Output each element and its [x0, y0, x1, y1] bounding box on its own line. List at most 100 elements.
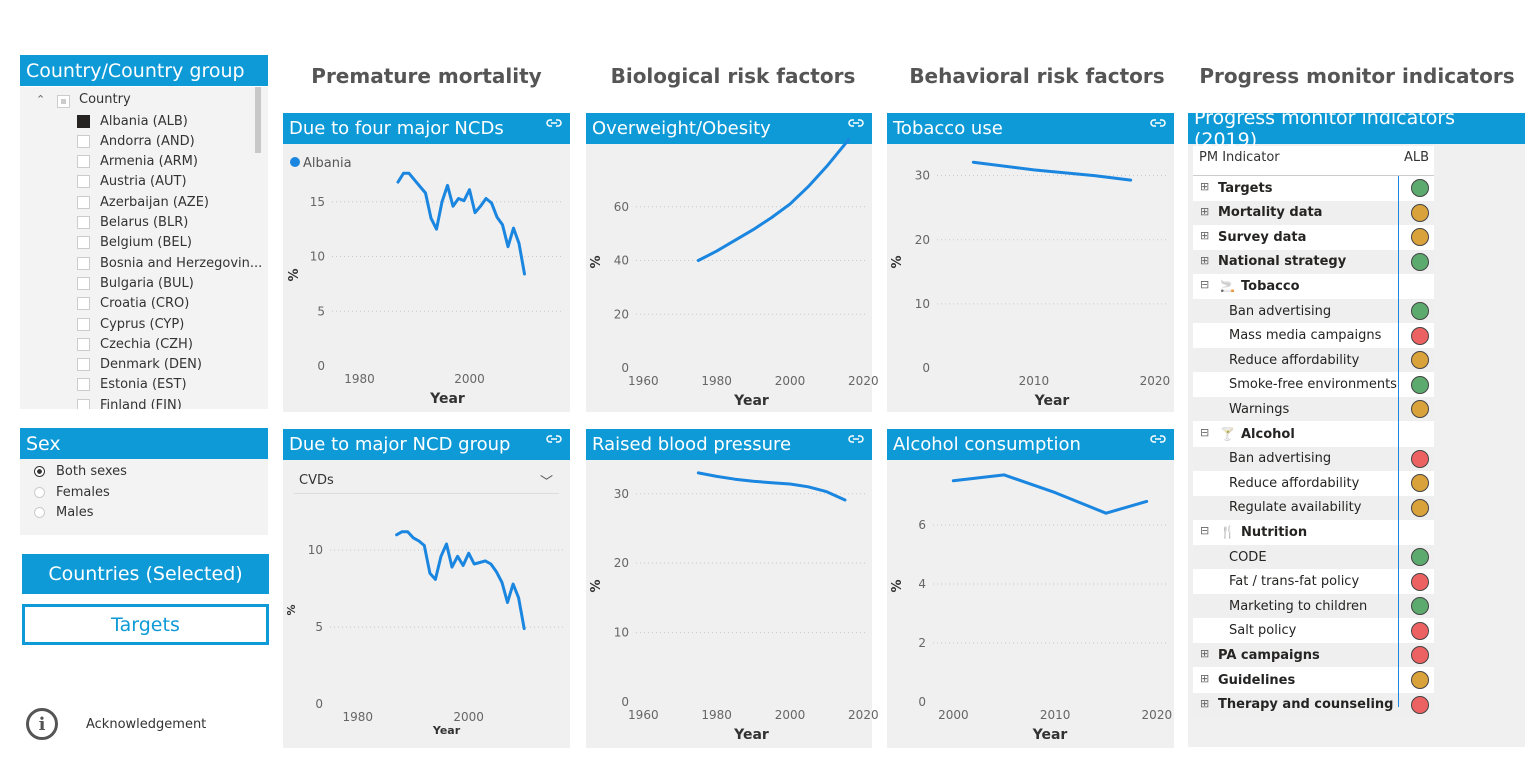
expand-plus-icon[interactable]: ⊞ — [1200, 180, 1210, 193]
series-line[interactable] — [696, 471, 847, 502]
pm-row[interactable]: ⊞ PA campaigns — [1193, 643, 1434, 668]
status-indicator — [1411, 351, 1429, 370]
country-item[interactable]: Albania (ALB) — [77, 111, 188, 131]
country-item[interactable]: Belarus (BLR) — [77, 213, 188, 233]
collapse-minus-icon[interactable]: ⊟ — [1200, 278, 1210, 292]
series-line[interactable] — [971, 160, 1133, 182]
country-checkbox[interactable] — [77, 134, 90, 148]
country-checkbox[interactable] — [77, 195, 90, 209]
sex-option[interactable]: Males — [34, 505, 94, 520]
series-line[interactable] — [396, 171, 526, 276]
country-item[interactable]: Azerbaijan (AZE) — [77, 192, 209, 212]
cocktail-icon: 🍸 — [1220, 427, 1235, 441]
country-slicer-list[interactable]: ⌃ Country Albania (ALB) Andorra (AND) Arme… — [20, 87, 268, 409]
x-tick-label: 2020 — [1142, 708, 1173, 722]
y-axis-title: % — [287, 268, 302, 281]
country-item[interactable]: Bulgaria (BUL) — [77, 273, 194, 293]
country-item[interactable]: Estonia (EST) — [77, 375, 187, 395]
country-checkbox[interactable] — [77, 358, 90, 372]
info-icon[interactable]: i — [26, 708, 58, 740]
status-indicator — [1411, 179, 1429, 197]
slicer-scrollbar[interactable] — [255, 87, 261, 153]
status-indicator — [1411, 597, 1429, 616]
country-checkbox[interactable] — [77, 236, 90, 250]
pm-row[interactable]: ⊞ National strategy — [1193, 249, 1434, 274]
status-indicator — [1411, 203, 1429, 222]
collapse-minus-icon[interactable]: ⊟ — [1200, 426, 1210, 439]
country-checkbox[interactable] — [77, 276, 90, 290]
pm-row[interactable]: ⊟ 🚬 Tobacco — [1193, 274, 1434, 298]
link-icon[interactable] — [1150, 433, 1166, 445]
y-tick-label: 6 — [918, 518, 926, 532]
pm-row[interactable]: ⊞ Therapy and counseling — [1193, 692, 1434, 717]
collapse-minus-icon[interactable]: ⊟ — [1200, 524, 1210, 538]
expand-plus-icon[interactable]: ⊞ — [1200, 229, 1210, 243]
x-tick-label: 1980 — [701, 374, 732, 388]
link-icon[interactable] — [546, 117, 562, 129]
country-item[interactable]: Andorra (AND) — [77, 131, 195, 151]
y-tick-label: 10 — [310, 250, 325, 264]
status-indicator — [1411, 572, 1429, 591]
expand-plus-icon[interactable]: ⊞ — [1200, 647, 1210, 661]
pm-row[interactable]: ⊟ 🍸 Alcohol — [1193, 422, 1434, 446]
country-checkbox[interactable] — [77, 175, 90, 189]
country-item[interactable]: Bosnia and Herzegovin... — [77, 253, 262, 273]
pm-row[interactable]: ⊞ Guidelines — [1193, 668, 1434, 692]
country-item[interactable]: Denmark (DEN) — [77, 355, 202, 375]
country-item[interactable]: Armenia (ARM) — [77, 152, 198, 172]
link-icon[interactable] — [848, 433, 864, 445]
series-line[interactable] — [696, 138, 851, 262]
x-tick-label: 2020 — [848, 708, 879, 722]
countries-selected-button[interactable]: Countries (Selected) — [22, 554, 269, 594]
chart-four_ncds: 0 5 10 15 1980 2000 Year% Albania — [287, 156, 563, 407]
country-item[interactable]: Cyprus (CYP) — [77, 314, 184, 334]
country-checkbox[interactable] — [77, 398, 90, 409]
country-checkbox[interactable] — [77, 378, 90, 392]
country-checkbox[interactable] — [77, 216, 90, 229]
country-slicer-title: Country/Country group — [26, 59, 245, 82]
country-checkbox[interactable] — [77, 297, 90, 311]
country-item[interactable]: Czechia (CZH) — [77, 334, 193, 354]
pm-row[interactable]: ⊞ Targets — [1193, 176, 1434, 200]
link-icon[interactable] — [848, 117, 864, 129]
targets-button[interactable]: Targets — [22, 604, 269, 645]
expand-plus-icon[interactable]: ⊞ — [1200, 672, 1210, 685]
expand-plus-icon[interactable]: ⊞ — [1200, 696, 1210, 710]
country-checkbox[interactable] — [77, 114, 90, 128]
collapse-chevron-icon[interactable]: ⌃ — [36, 93, 46, 106]
pm-indicator-label: Reduce affordability — [1229, 475, 1360, 491]
section-title-progress: Progress monitor indicators — [1199, 64, 1515, 88]
targets-label: Targets — [111, 613, 180, 636]
pm-row[interactable]: ⊞ Mortality data — [1193, 200, 1434, 225]
ncd-group-dropdown[interactable]: CVDs ﹀ — [294, 468, 559, 494]
y-tick-label: 20 — [614, 307, 629, 321]
chart-panel-blood-pressure — [586, 460, 872, 748]
status-indicator — [1411, 621, 1429, 640]
link-icon[interactable] — [1150, 117, 1166, 129]
country-checkbox[interactable] — [77, 256, 90, 270]
pm-row[interactable]: ⊞ Survey data — [1193, 225, 1434, 249]
country-checkbox[interactable] — [77, 155, 90, 169]
y-axis-title: % — [589, 579, 604, 592]
country-checkbox[interactable] — [77, 337, 90, 351]
sex-radio[interactable] — [34, 507, 45, 518]
series-line[interactable] — [395, 530, 526, 631]
select-all-checkbox[interactable] — [57, 95, 70, 108]
link-icon[interactable] — [546, 433, 562, 445]
series-line[interactable] — [951, 473, 1149, 515]
sex-radio[interactable] — [34, 466, 45, 477]
country-item[interactable]: Croatia (CRO) — [77, 294, 189, 314]
sex-option[interactable]: Both sexes — [34, 464, 127, 479]
country-item[interactable]: Belgium (BEL) — [77, 233, 192, 253]
expand-plus-icon[interactable]: ⊞ — [1200, 204, 1210, 218]
sex-option[interactable]: Females — [34, 485, 110, 500]
country-item[interactable]: Finland (FIN) — [77, 395, 182, 409]
country-checkbox[interactable] — [77, 317, 90, 331]
sex-radio[interactable] — [34, 486, 45, 498]
pm-row[interactable]: ⊟ 🍴 Nutrition — [1193, 520, 1434, 544]
expand-plus-icon[interactable]: ⊞ — [1200, 253, 1210, 267]
country-item[interactable]: Austria (AUT) — [77, 172, 187, 192]
acknowledgement-link[interactable]: Acknowledgement — [86, 717, 207, 732]
x-axis-title: Year — [1034, 393, 1070, 409]
cigarette-icon: 🚬 — [1220, 279, 1235, 294]
